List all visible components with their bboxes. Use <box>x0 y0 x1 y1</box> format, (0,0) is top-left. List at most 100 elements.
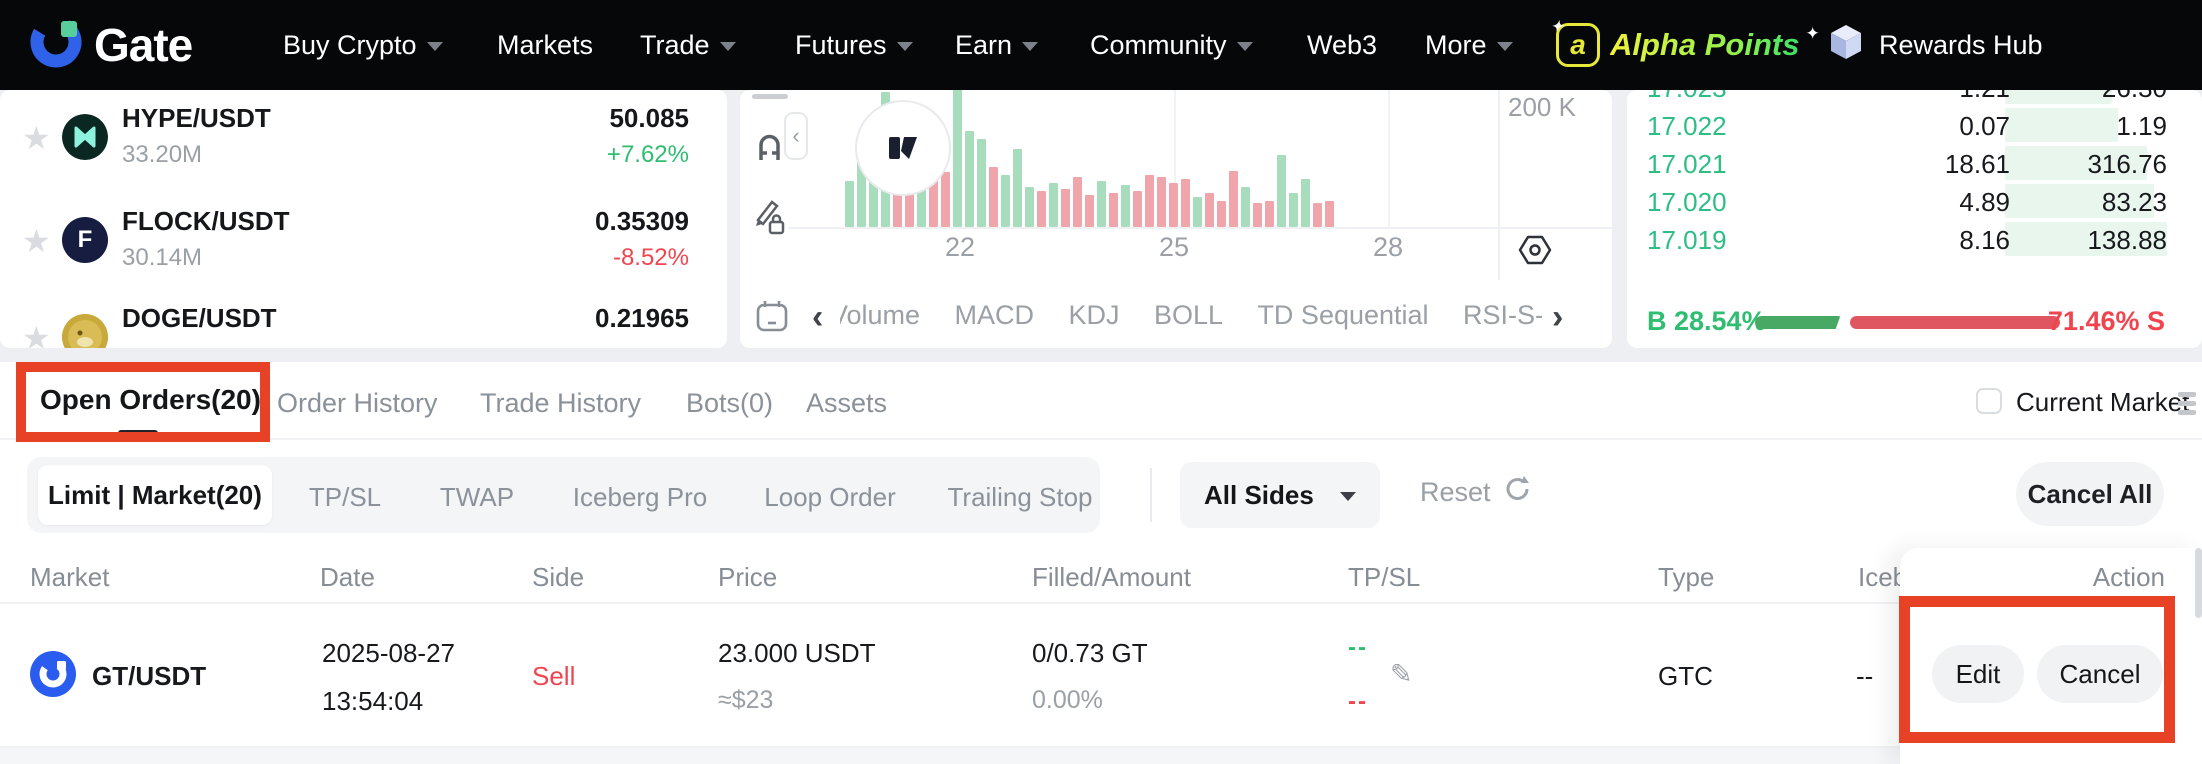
bid-total: 316.76 <box>2087 149 2167 179</box>
gridline <box>1174 90 1176 227</box>
nav-earn[interactable]: Earn <box>955 0 1039 90</box>
cancel-order-button[interactable]: Cancel <box>2037 645 2163 703</box>
col-filled-amount: Filled/Amount <box>1032 562 1191 592</box>
col-market: Market <box>30 562 110 592</box>
pair-change: +7.62% <box>606 141 689 168</box>
filter-iceberg-pro[interactable]: Iceberg Pro <box>572 482 708 512</box>
nav-trade[interactable]: Trade <box>640 0 736 90</box>
indicator-rsi[interactable]: RSI-S-I <box>1463 300 1542 330</box>
col-type: Type <box>1658 562 1715 592</box>
volume-bar <box>1241 187 1250 227</box>
bid-price: 17.020 <box>1647 187 1727 217</box>
order-market: GT/USDT <box>92 661 207 691</box>
volume-bar <box>893 167 902 227</box>
volume-bar <box>1085 195 1094 227</box>
tab-order-history[interactable]: Order History <box>277 388 438 418</box>
indicator-volume[interactable]: Volume <box>840 300 921 330</box>
filter-loop-order[interactable]: Loop Order <box>764 482 896 512</box>
volume-bar <box>1289 193 1298 227</box>
indicator-boll[interactable]: BOLL <box>1153 300 1223 330</box>
filter-trailing-stop[interactable]: Trailing Stop <box>947 482 1093 512</box>
side-filter-dropdown[interactable]: All Sides <box>1180 462 1380 528</box>
orders-panel: Open Orders(20) Order History Trade Hist… <box>0 362 2202 764</box>
indicator-scroll-right-icon[interactable]: › <box>1552 298 1564 336</box>
chevron-down-icon <box>1496 42 1513 51</box>
draw-lock-tool-icon[interactable] <box>750 194 790 241</box>
sell-ratio-label: 71.46% S <box>2047 306 2165 336</box>
gate-logo[interactable]: Gate <box>28 0 193 90</box>
current-market-checkbox[interactable] <box>1976 388 2002 414</box>
collapse-panel-handle[interactable]: ‹ <box>784 112 808 160</box>
indicator-kdj[interactable]: KDJ <box>1068 300 1120 330</box>
pair-volume: 30.14M <box>122 244 203 271</box>
indicator-scroll-left-icon[interactable]: ‹ <box>812 298 824 336</box>
indicator-macd[interactable]: MACD <box>954 300 1035 330</box>
alpha-points-icon: a ✦ <box>1551 18 1600 67</box>
orderbook-row[interactable]: 17.020 4.89 83.23 <box>1627 182 2202 220</box>
volume-bar <box>953 90 962 227</box>
divider <box>1150 468 1152 522</box>
buy-ratio-label: B 28.54% <box>1647 306 1766 336</box>
edit-tpsl-icon[interactable]: ✎ <box>1390 659 1413 689</box>
orderbook-row[interactable]: 17.022 0.07 1.19 <box>1627 106 2202 144</box>
volume-bar <box>869 169 878 227</box>
calendar-icon[interactable] <box>754 298 790 339</box>
tab-open-orders[interactable]: Open Orders(20) <box>40 384 261 415</box>
volume-bar <box>1037 191 1046 227</box>
orderbook-row[interactable]: 17.021 18.61 316.76 <box>1627 144 2202 182</box>
cancel-all-button[interactable]: Cancel All <box>2016 462 2164 526</box>
filter-tpsl[interactable]: TP/SL <box>308 482 382 512</box>
orderbook-row[interactable]: 17.023 1.21 26.30 <box>1627 90 2202 106</box>
filter-limit-market[interactable]: Limit | Market(20) <box>38 465 272 525</box>
nav-web3[interactable]: Web3 <box>1307 29 1378 60</box>
chart-scrollbar[interactable] <box>752 94 788 99</box>
list-settings-icon[interactable] <box>2178 392 2196 419</box>
reset-button[interactable]: Reset <box>1420 474 1533 511</box>
magnet-tool-icon[interactable] <box>750 128 788 171</box>
x-axis-label: 25 <box>1158 232 1190 262</box>
favorite-star-icon[interactable]: ★ <box>22 320 51 348</box>
chart-settings-icon[interactable] <box>1515 230 1555 275</box>
watchlist-row-doge[interactable]: ★ DOGE/USDT 0.21965 <box>0 295 727 348</box>
edit-order-button[interactable]: Edit <box>1932 645 2024 703</box>
volume-bar <box>1229 171 1238 227</box>
volume-bar <box>1325 201 1334 227</box>
nav-futures[interactable]: Futures <box>795 0 913 90</box>
scrollbar-thumb[interactable] <box>2195 548 2202 618</box>
volume-bar <box>1121 185 1130 227</box>
tab-trade-history[interactable]: Trade History <box>480 388 642 418</box>
divider <box>0 602 1900 604</box>
watchlist-row-hype[interactable]: ★ HYPE/USDT 33.20M 50.085 +7.62% <box>0 95 727 179</box>
nav-rewards-hub[interactable]: Rewards Hub <box>1826 0 2043 90</box>
tab-bots[interactable]: Bots(0) <box>686 388 774 418</box>
volume-bar <box>857 145 866 227</box>
bid-amount: 8.16 <box>1959 225 2010 255</box>
orderbook-row[interactable]: 17.019 8.16 138.88 <box>1627 220 2202 258</box>
nav-more[interactable]: More <box>1425 0 1513 90</box>
volume-bar <box>1061 189 1070 227</box>
annotation-box-edit-cancel <box>1899 596 2175 743</box>
favorite-star-icon[interactable]: ★ <box>22 223 51 259</box>
favorite-star-icon[interactable]: ★ <box>22 120 51 156</box>
nav-markets[interactable]: Markets <box>497 29 594 60</box>
indicator-bar: ‹ Volume MACD KDJ BOLL TD Sequential RSI… <box>740 290 1612 348</box>
watchlist-row-flock[interactable]: ★ F FLOCK/USDT 30.14M 0.35309 -8.52% <box>0 198 727 282</box>
order-time: 13:54:04 <box>322 686 424 716</box>
bid-price: 17.023 <box>1647 90 1727 104</box>
filter-twap[interactable]: TWAP <box>439 482 515 512</box>
volume-bar <box>845 181 854 227</box>
indicator-td-sequential[interactable]: TD Sequential <box>1257 300 1429 330</box>
nav-alpha-points[interactable]: a ✦ Alpha Points ✦ <box>1551 0 1820 90</box>
order-tp: -- <box>1348 634 1368 661</box>
order-sl: -- <box>1348 688 1368 715</box>
volume-bar <box>905 169 914 227</box>
hype-coin-icon <box>62 114 108 160</box>
order-iceberg: -- <box>1856 661 1874 691</box>
sell-ratio-bar <box>1850 316 2060 329</box>
nav-community[interactable]: Community <box>1090 0 1253 90</box>
price-axis-line <box>1498 90 1500 280</box>
annotation-box-open-orders <box>16 362 270 442</box>
pair-change: -8.52% <box>612 244 689 271</box>
nav-buy-crypto[interactable]: Buy Crypto <box>283 0 443 90</box>
tab-assets[interactable]: Assets <box>806 388 888 418</box>
